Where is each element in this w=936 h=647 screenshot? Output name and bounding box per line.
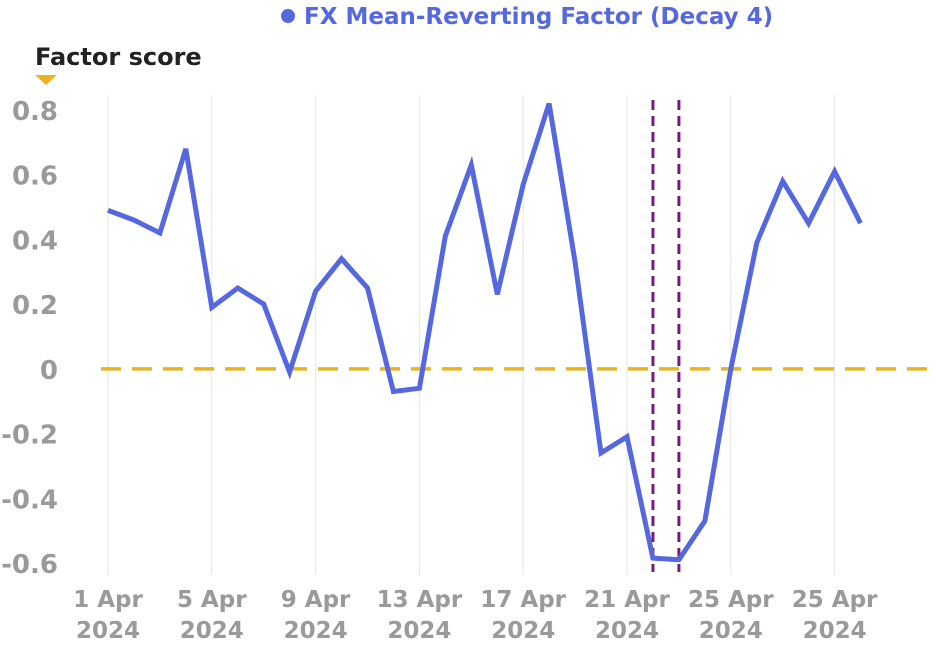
y-tick-label: 0 [40,356,58,386]
x-tick-label: 17 Apr [480,587,566,613]
legend[interactable]: FX Mean-Reverting Factor (Decay 4) [281,4,773,30]
x-tick-label: 1 Apr [73,587,143,613]
y-tick-label: -0.2 [1,421,58,451]
x-tick-label: 5 Apr [177,587,247,613]
x-tick-year-label: 2024 [491,618,555,644]
date-reference-lines [651,100,681,572]
x-tick-label: 25 Apr [688,587,774,613]
y-axis-title-text: Factor score [35,43,202,71]
x-tick-year-label: 2024 [76,618,140,644]
x-tick-label: 9 Apr [281,587,351,613]
vertical-gridlines [107,95,836,575]
x-tick-label: 25 Apr [792,587,878,613]
legend-label: FX Mean-Reverting Factor (Decay 4) [304,4,773,30]
series-line[interactable] [107,102,863,563]
series-layer [107,102,863,563]
x-tick-year-label: 2024 [284,618,348,644]
y-tick-label: 0.6 [12,162,58,192]
y-axis-title-marker-icon [35,75,57,85]
y-tick-label: 0.4 [12,226,58,256]
x-axis-ticks: 1 Apr 2024 5 Apr 2024 9 Apr 2024 13 Apr 2024 17 … [73,587,878,644]
x-tick-year-label: 2024 [595,618,659,644]
y-tick-label: -0.4 [1,485,58,515]
x-tick-year-label: 2024 [180,618,244,644]
x-tick-year-label: 2024 [803,618,867,644]
y-axis-ticks: 0.8 0.6 0.4 0.2 0 -0.2 -0.4 -0.6 [1,97,58,580]
x-tick-label: 13 Apr [377,587,463,613]
legend-marker-icon [281,9,295,23]
x-tick-year-label: 2024 [699,618,763,644]
x-tick-year-label: 2024 [387,618,451,644]
y-tick-label: 0.2 [12,291,58,321]
y-axis-title: Factor score [35,43,202,85]
y-tick-label: -0.6 [1,550,58,580]
y-tick-label: 0.8 [12,97,58,127]
x-tick-label: 21 Apr [584,587,670,613]
